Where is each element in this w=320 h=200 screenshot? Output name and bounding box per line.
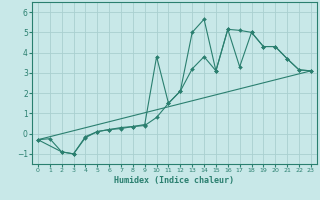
X-axis label: Humidex (Indice chaleur): Humidex (Indice chaleur) <box>115 176 234 185</box>
